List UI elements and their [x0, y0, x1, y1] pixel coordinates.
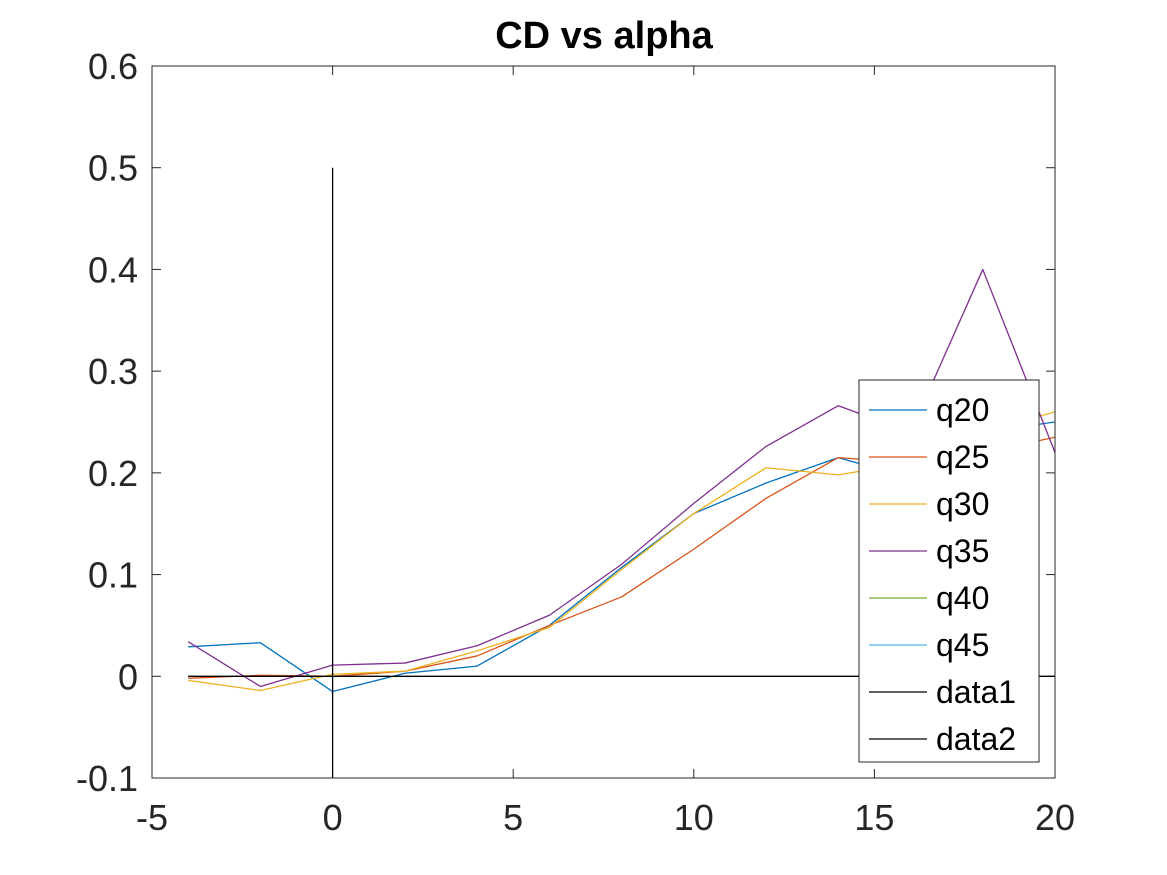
legend-label-q25: q25: [936, 439, 989, 475]
x-tick-label: -5: [136, 797, 168, 838]
y-tick-label: 0.6: [88, 46, 138, 87]
legend-label-q35: q35: [936, 533, 989, 569]
legend-label-q20: q20: [936, 392, 989, 428]
plot-box: [151, 65, 1056, 779]
x-tick-label: 10: [674, 797, 714, 838]
legend-label-data1: data1: [936, 674, 1016, 710]
x-tick-labels: -5 0 5 10 15 20: [136, 797, 1075, 838]
y-tick-label: 0.2: [88, 453, 138, 494]
legend-box: [858, 379, 1040, 763]
legend: q20 q25 q30 q35 q40 q45 data1 data2: [858, 379, 1040, 763]
y-tick-label: 0: [118, 656, 138, 697]
y-tick-label: 0.1: [88, 555, 138, 596]
y-tick-labels: -0.1 0 0.1 0.2 0.3 0.4 0.5 0.6: [76, 46, 138, 799]
x-tick-label: 5: [503, 797, 523, 838]
y-tick-label: 0.4: [88, 249, 138, 290]
x-tick-label: 20: [1035, 797, 1075, 838]
legend-label-q45: q45: [936, 627, 989, 663]
y-tick-label: -0.1: [76, 758, 138, 799]
x-tick-label: 0: [323, 797, 343, 838]
legend-entries: q20 q25 q30 q35 q40 q45 data1 data2: [869, 392, 1016, 757]
y-tick-label: 0.3: [88, 351, 138, 392]
legend-label-data2: data2: [936, 721, 1016, 757]
legend-label-q30: q30: [936, 486, 989, 522]
x-tick-label: 15: [854, 797, 894, 838]
chart-title: CD vs alpha: [495, 15, 713, 57]
legend-label-q40: q40: [936, 580, 989, 616]
y-tick-label: 0.5: [88, 148, 138, 189]
